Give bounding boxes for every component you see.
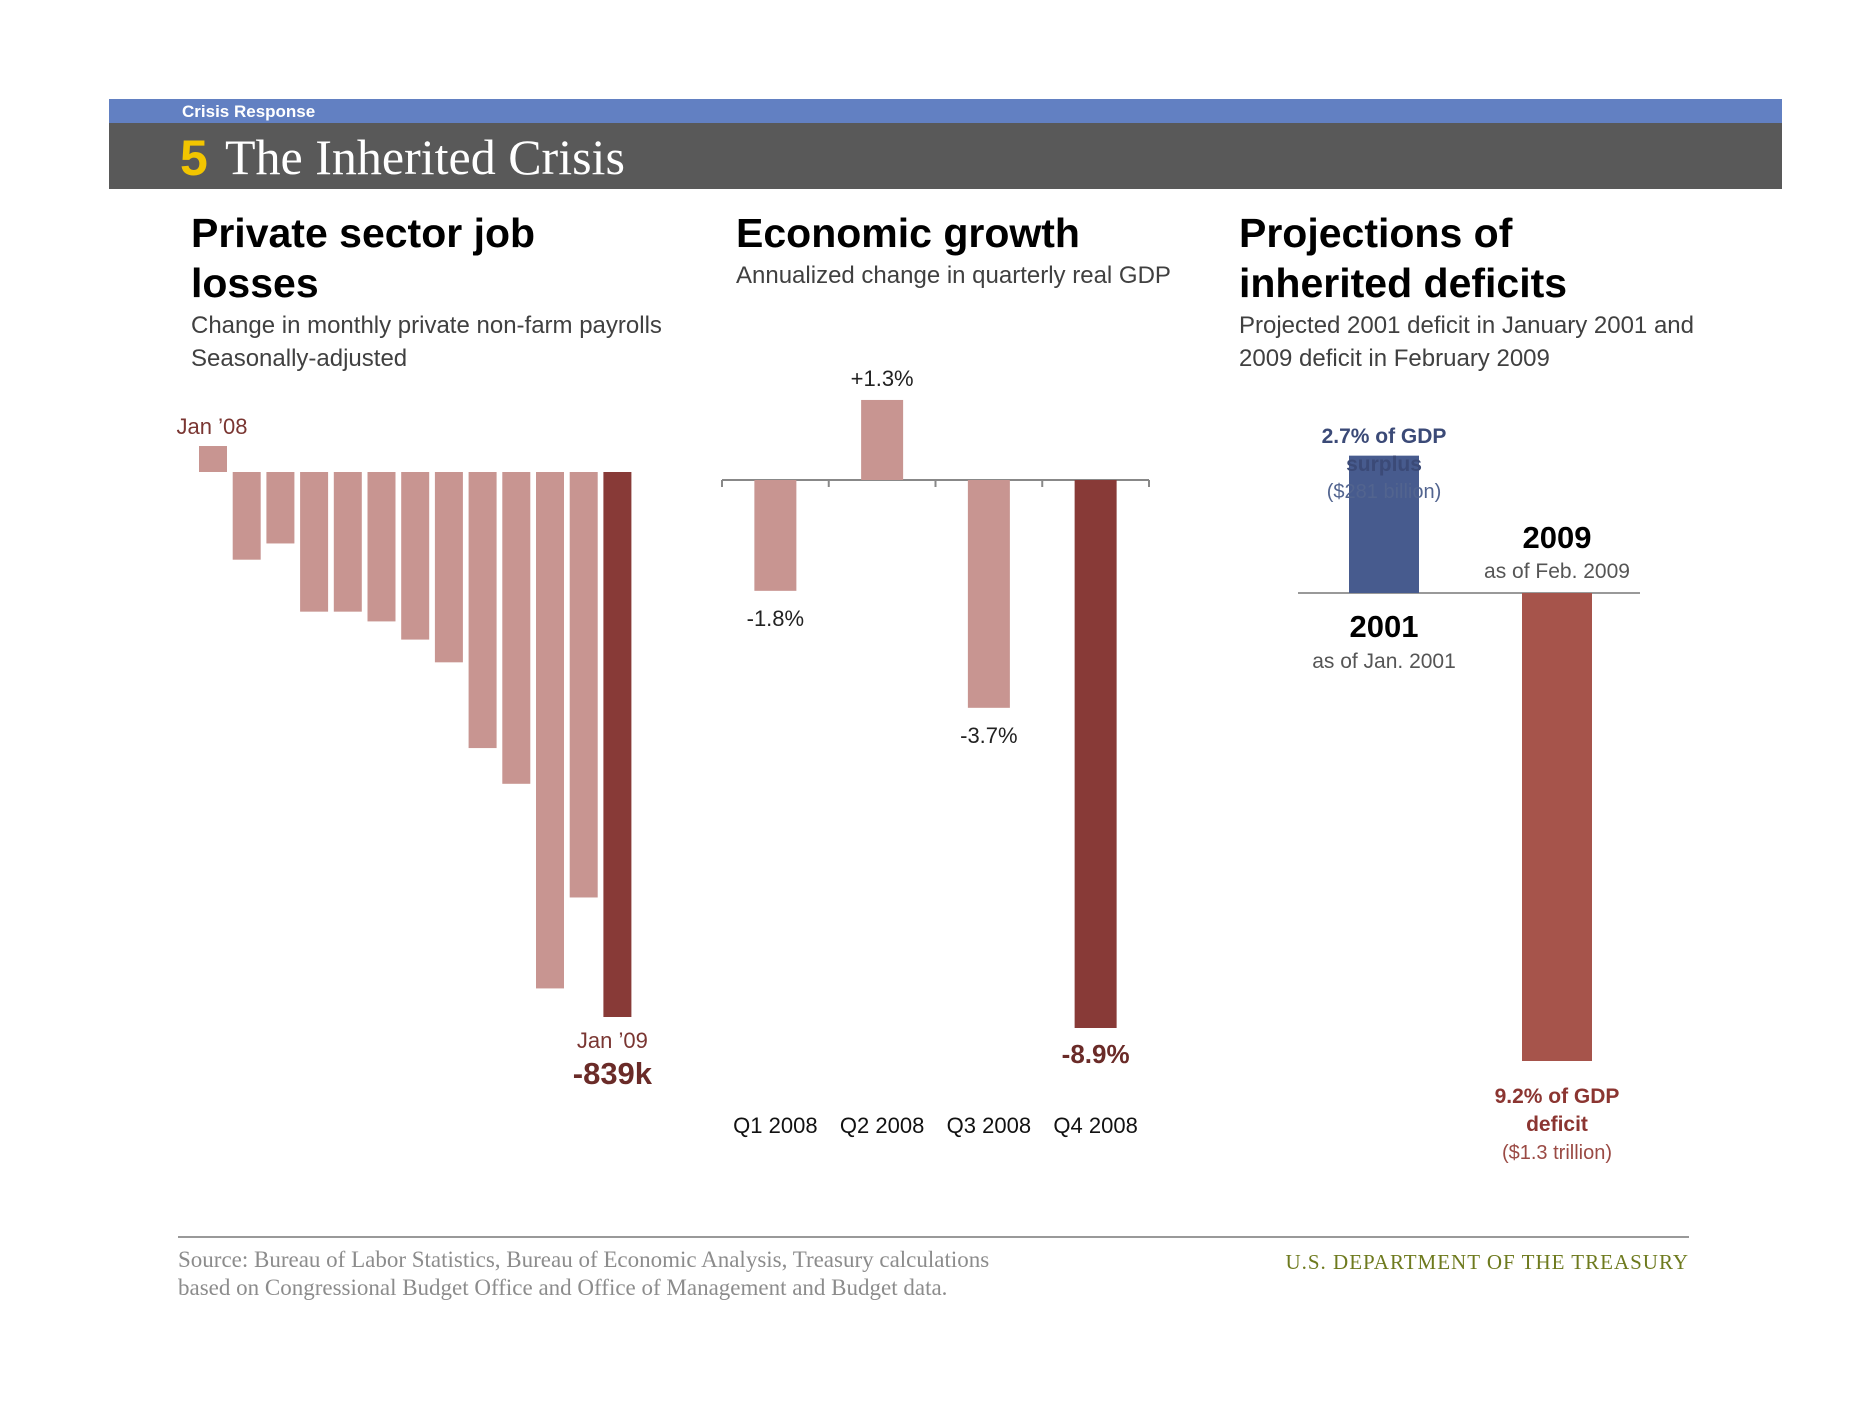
deficit-amount: ($1.3 trillion) bbox=[1502, 1142, 1612, 1164]
jobs-bar-Oct '08 bbox=[502, 472, 531, 784]
agency-name: U.S. DEPARTMENT OF THE TREASURY bbox=[1285, 1250, 1689, 1274]
surplus-label-line1: 2.7% of GDP bbox=[1322, 425, 1447, 448]
gdp-data-label-3: -8.9% bbox=[1062, 1039, 1130, 1069]
gdp-chart-subtitle: Annualized change in quarterly real GDP bbox=[736, 262, 1171, 289]
slide-number: 5 bbox=[180, 130, 208, 186]
jobs-chart-subtitle: Change in monthly private non-farm payro… bbox=[191, 312, 662, 339]
source-line-1: Source: Bureau of Labor Statistics, Bure… bbox=[178, 1247, 990, 1272]
gdp-data-label-1: +1.3% bbox=[851, 366, 914, 391]
year-2009-label: 2009 bbox=[1523, 520, 1592, 555]
jobs-bar-Nov '08 bbox=[536, 472, 564, 989]
jobs-chart-title: Private sector job losses bbox=[191, 210, 536, 306]
surplus-amount: ($281 billion) bbox=[1327, 481, 1442, 503]
gdp-data-label-0: -1.8% bbox=[747, 606, 804, 631]
source-line-2: based on Congressional Budget Office and… bbox=[178, 1275, 948, 1300]
jobs-bar-Sep '08 bbox=[468, 472, 497, 749]
gdp-category-label-2: Q3 2008 bbox=[947, 1113, 1031, 1138]
footer-divider bbox=[178, 1236, 1689, 1238]
gdp-bar-Q2-2008 bbox=[861, 399, 904, 480]
header-title-bar bbox=[109, 123, 1782, 189]
surplus-bar-2001 bbox=[1349, 455, 1419, 593]
jobs-bar-Aug '08 bbox=[434, 472, 463, 663]
gdp-bar-Q1-2008 bbox=[754, 480, 797, 591]
deficit-bar-2009 bbox=[1522, 593, 1592, 1061]
deficit-label-line2: deficit bbox=[1526, 1113, 1588, 1136]
deficit-label-line1: 9.2% of GDP bbox=[1495, 1085, 1620, 1108]
jobs-bar-Feb '08 bbox=[232, 472, 261, 560]
year-2001-note: as of Jan. 2001 bbox=[1312, 650, 1456, 673]
deficit-chart-subtitle: Projected 2001 deficit in January 2001 a… bbox=[1239, 312, 1694, 339]
jobs-bar-Jun '08 bbox=[367, 472, 396, 622]
gdp-category-label-1: Q2 2008 bbox=[840, 1113, 924, 1138]
surplus-label-line2: surplus bbox=[1346, 453, 1422, 476]
jobs-bar-May '08 bbox=[333, 472, 362, 612]
gdp-bar-Q4-2008 bbox=[1074, 480, 1117, 1028]
jobs-last-label: Jan ’09 bbox=[577, 1028, 648, 1053]
header-blue-bar bbox=[109, 99, 1782, 123]
jobs-bar-Dec '08 bbox=[569, 472, 598, 898]
jobs-bar-Jan '08 bbox=[199, 446, 227, 472]
jobs-bar-Jul '08 bbox=[401, 472, 430, 640]
jobs-bar-Mar '08 bbox=[266, 472, 295, 544]
jobs-bar-Jan '09 bbox=[603, 472, 632, 1017]
section-label: Crisis Response bbox=[182, 102, 316, 121]
gdp-data-label-2: -3.7% bbox=[960, 723, 1017, 748]
gdp-bar-Q3-2008 bbox=[967, 480, 1010, 708]
source-note: Source: Bureau of Labor Statistics, Bure… bbox=[178, 1246, 1178, 1302]
gdp-chart-title: Economic growth bbox=[736, 210, 1080, 256]
page-title: The Inherited Crisis bbox=[225, 129, 625, 185]
jobs-last-value: -839k bbox=[573, 1056, 653, 1091]
jobs-chart-subtitle-2: Seasonally-adjusted bbox=[191, 345, 408, 372]
jobs-bar-Apr '08 bbox=[300, 472, 329, 612]
gdp-category-label-0: Q1 2008 bbox=[733, 1113, 817, 1138]
gdp-category-label-3: Q4 2008 bbox=[1053, 1113, 1137, 1138]
deficit-chart-title: Projections of inherited deficits bbox=[1239, 210, 1568, 306]
deficit-chart-subtitle-2: 2009 deficit in February 2009 bbox=[1239, 345, 1550, 372]
jobs-first-label: Jan ’08 bbox=[177, 414, 248, 439]
year-2009-note: as of Feb. 2009 bbox=[1484, 560, 1630, 583]
year-2001-label: 2001 bbox=[1350, 609, 1419, 644]
